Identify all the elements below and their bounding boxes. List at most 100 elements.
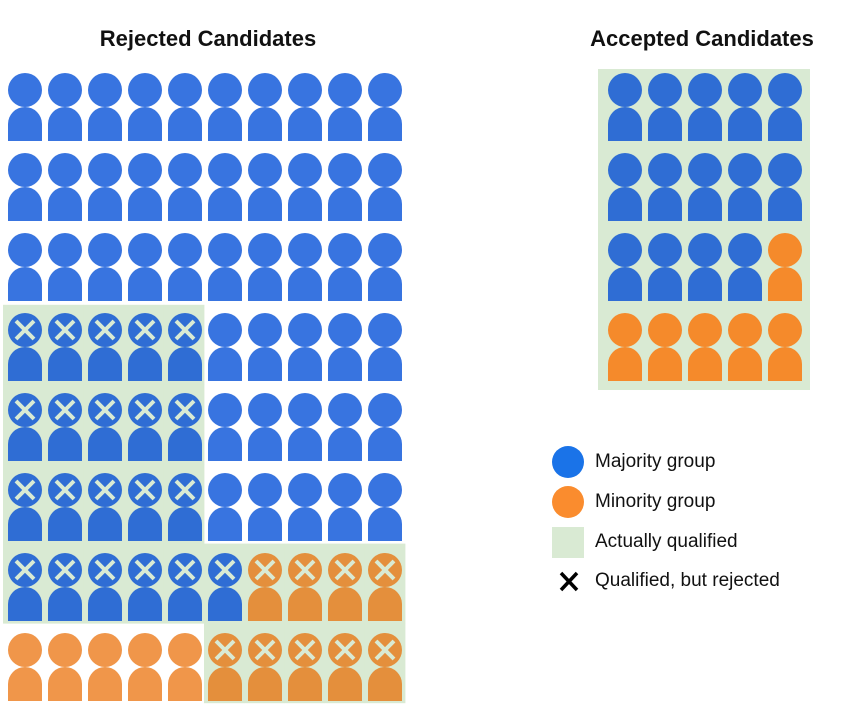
person-body: [248, 347, 282, 381]
person-body: [208, 667, 242, 701]
x-mark-icon: [134, 559, 156, 581]
person-rejected-qualified-icon: [128, 553, 162, 621]
person-icon: [368, 233, 402, 301]
x-mark-icon: [559, 571, 579, 592]
person-icon: [368, 393, 402, 461]
person-head: [648, 313, 682, 347]
person-body: [728, 267, 762, 301]
person-icon: [728, 153, 762, 221]
person-head: [88, 153, 122, 187]
person-head: [168, 73, 202, 107]
person-body: [648, 347, 682, 381]
person-body: [288, 427, 322, 461]
person-body: [208, 587, 242, 621]
person-head: [768, 313, 802, 347]
person-body: [328, 427, 362, 461]
person-icon: [768, 233, 802, 301]
x-mark-icon: [174, 559, 196, 581]
person-icon: [48, 233, 82, 301]
x-mark-icon: [54, 319, 76, 341]
person-head: [248, 73, 282, 107]
person-head: [48, 73, 82, 107]
person-head: [768, 153, 802, 187]
person-body: [88, 347, 122, 381]
person-head: [168, 153, 202, 187]
person-icon: [368, 73, 402, 141]
person-body: [208, 107, 242, 141]
x-mark-icon: [254, 639, 276, 661]
person-icon: [8, 153, 42, 221]
person-head: [768, 233, 802, 267]
person-icon: [288, 73, 322, 141]
person-icon: [248, 73, 282, 141]
x-mark-icon: [174, 399, 196, 421]
x-mark-icon: [54, 479, 76, 501]
person-body: [208, 427, 242, 461]
person-icon: [328, 393, 362, 461]
person-body: [328, 347, 362, 381]
person-head: [88, 633, 122, 667]
person-body: [88, 587, 122, 621]
person-body: [648, 187, 682, 221]
person-rejected-qualified-icon: [48, 553, 82, 621]
x-mark-icon: [134, 479, 156, 501]
person-body: [88, 507, 122, 541]
person-icon: [328, 233, 362, 301]
person-body: [8, 267, 42, 301]
person-body: [168, 587, 202, 621]
person-rejected-qualified-icon: [48, 473, 82, 541]
person-body: [8, 507, 42, 541]
person-body: [168, 507, 202, 541]
person-icon: [368, 153, 402, 221]
x-mark-icon: [294, 639, 316, 661]
person-icon: [608, 73, 642, 141]
person-head: [608, 313, 642, 347]
person-body: [88, 267, 122, 301]
person-head: [128, 73, 162, 107]
person-head: [328, 393, 362, 427]
person-icon: [768, 73, 802, 141]
legend-label-minority: Minority group: [595, 491, 716, 512]
person-icon: [248, 393, 282, 461]
person-rejected-qualified-icon: [88, 473, 122, 541]
qualified-square-icon: [552, 527, 584, 558]
x-mark-icon: [54, 559, 76, 581]
person-head: [128, 233, 162, 267]
person-body: [168, 667, 202, 701]
person-head: [688, 153, 722, 187]
person-body: [288, 667, 322, 701]
person-body: [88, 187, 122, 221]
accepted-grid: [598, 69, 810, 390]
person-icon: [128, 73, 162, 141]
person-icon: [88, 633, 122, 701]
x-mark-icon: [94, 479, 116, 501]
person-icon: [608, 313, 642, 381]
person-body: [288, 507, 322, 541]
person-rejected-qualified-icon: [168, 553, 202, 621]
person-rejected-qualified-icon: [288, 633, 322, 701]
person-head: [368, 473, 402, 507]
person-body: [768, 187, 802, 221]
person-body: [88, 107, 122, 141]
rejected-title: Rejected Candidates: [99, 26, 317, 51]
person-icon: [8, 633, 42, 701]
person-body: [328, 507, 362, 541]
person-body: [648, 267, 682, 301]
person-head: [648, 233, 682, 267]
person-head: [128, 633, 162, 667]
person-icon: [608, 233, 642, 301]
person-head: [208, 313, 242, 347]
person-icon: [248, 313, 282, 381]
person-icon: [368, 313, 402, 381]
person-body: [48, 267, 82, 301]
person-head: [688, 233, 722, 267]
person-body: [88, 427, 122, 461]
person-body: [168, 347, 202, 381]
x-mark-icon: [254, 559, 276, 581]
person-icon: [368, 473, 402, 541]
person-head: [328, 73, 362, 107]
person-rejected-qualified-icon: [128, 473, 162, 541]
person-head: [8, 73, 42, 107]
person-body: [368, 427, 402, 461]
person-head: [728, 233, 762, 267]
